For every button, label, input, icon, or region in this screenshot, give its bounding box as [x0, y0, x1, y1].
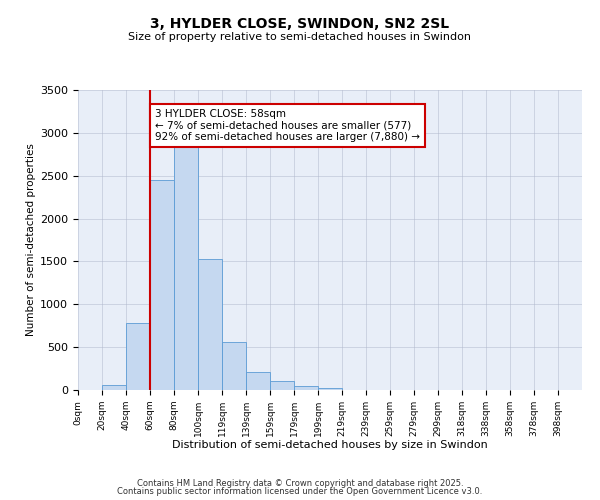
Text: 3, HYLDER CLOSE, SWINDON, SN2 2SL: 3, HYLDER CLOSE, SWINDON, SN2 2SL [151, 18, 449, 32]
Bar [102, 386, 126, 390]
Text: Contains public sector information licensed under the Open Government Licence v3: Contains public sector information licen… [118, 487, 482, 496]
Text: Contains HM Land Registry data © Crown copyright and database right 2025.: Contains HM Land Registry data © Crown c… [137, 478, 463, 488]
Bar [198, 259, 222, 390]
Bar [222, 342, 246, 390]
Bar [318, 388, 342, 390]
Text: Size of property relative to semi-detached houses in Swindon: Size of property relative to semi-detach… [128, 32, 472, 42]
Bar [150, 180, 174, 390]
X-axis label: Distribution of semi-detached houses by size in Swindon: Distribution of semi-detached houses by … [172, 440, 488, 450]
Text: 3 HYLDER CLOSE: 58sqm
← 7% of semi-detached houses are smaller (577)
92% of semi: 3 HYLDER CLOSE: 58sqm ← 7% of semi-detac… [155, 109, 420, 142]
Bar [126, 323, 150, 390]
Bar [174, 143, 198, 390]
Bar [294, 386, 318, 390]
Bar [270, 382, 294, 390]
Bar [246, 372, 270, 390]
Y-axis label: Number of semi-detached properties: Number of semi-detached properties [26, 144, 36, 336]
